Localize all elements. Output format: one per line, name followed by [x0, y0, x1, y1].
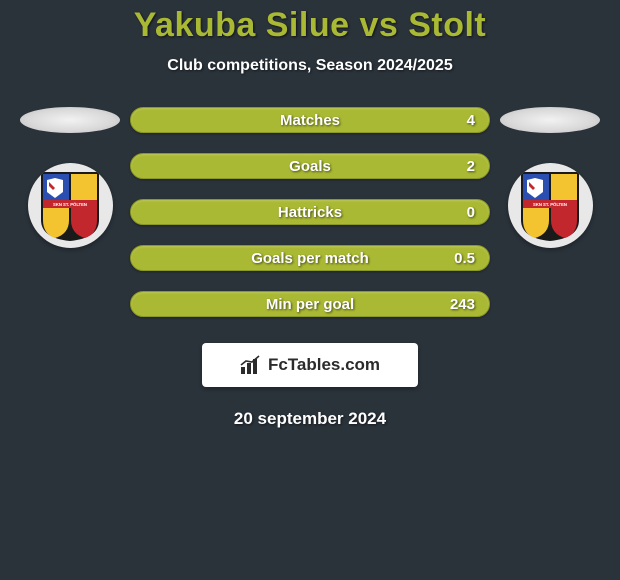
stat-value: 2	[467, 158, 475, 175]
stat-bar-min-per-goal: Min per goal 243	[130, 291, 490, 317]
infographic-container: Yakuba Silue vs Stolt Club competitions,…	[0, 0, 620, 429]
stat-label: Goals per match	[131, 250, 489, 267]
stat-value: 0.5	[454, 250, 475, 267]
page-title: Yakuba Silue vs Stolt	[0, 6, 620, 45]
stat-value: 0	[467, 204, 475, 221]
stat-label: Hattricks	[131, 204, 489, 221]
player-silhouette-left	[20, 107, 120, 133]
right-column: SKN ST. PÖLTEN	[500, 105, 600, 248]
shield-icon: SKN ST. PÖLTEN	[39, 170, 101, 242]
date-text: 20 september 2024	[0, 409, 620, 429]
branding-text: FcTables.com	[268, 355, 380, 375]
bar-chart-icon	[240, 355, 262, 375]
stats-column: Matches 4 Goals 2 Hattricks 0 Goals per …	[130, 105, 490, 317]
stat-label: Min per goal	[131, 296, 489, 313]
player-silhouette-right	[500, 107, 600, 133]
club-badge-right: SKN ST. PÖLTEN	[508, 163, 593, 248]
left-column: SKN ST. PÖLTEN	[20, 105, 120, 248]
stat-bar-goals-per-match: Goals per match 0.5	[130, 245, 490, 271]
svg-text:SKN ST. PÖLTEN: SKN ST. PÖLTEN	[533, 202, 567, 207]
stat-bar-hattricks: Hattricks 0	[130, 199, 490, 225]
stat-bar-matches: Matches 4	[130, 107, 490, 133]
stat-value: 4	[467, 112, 475, 129]
svg-text:SKN ST. PÖLTEN: SKN ST. PÖLTEN	[53, 202, 87, 207]
club-badge-left: SKN ST. PÖLTEN	[28, 163, 113, 248]
main-row: SKN ST. PÖLTEN Matches 4 Goals 2 Hattric…	[0, 105, 620, 317]
stat-value: 243	[450, 296, 475, 313]
page-subtitle: Club competitions, Season 2024/2025	[0, 57, 620, 75]
stat-label: Matches	[131, 112, 489, 129]
shield-icon: SKN ST. PÖLTEN	[519, 170, 581, 242]
stat-bar-goals: Goals 2	[130, 153, 490, 179]
stat-label: Goals	[131, 158, 489, 175]
branding-badge: FcTables.com	[202, 343, 418, 387]
